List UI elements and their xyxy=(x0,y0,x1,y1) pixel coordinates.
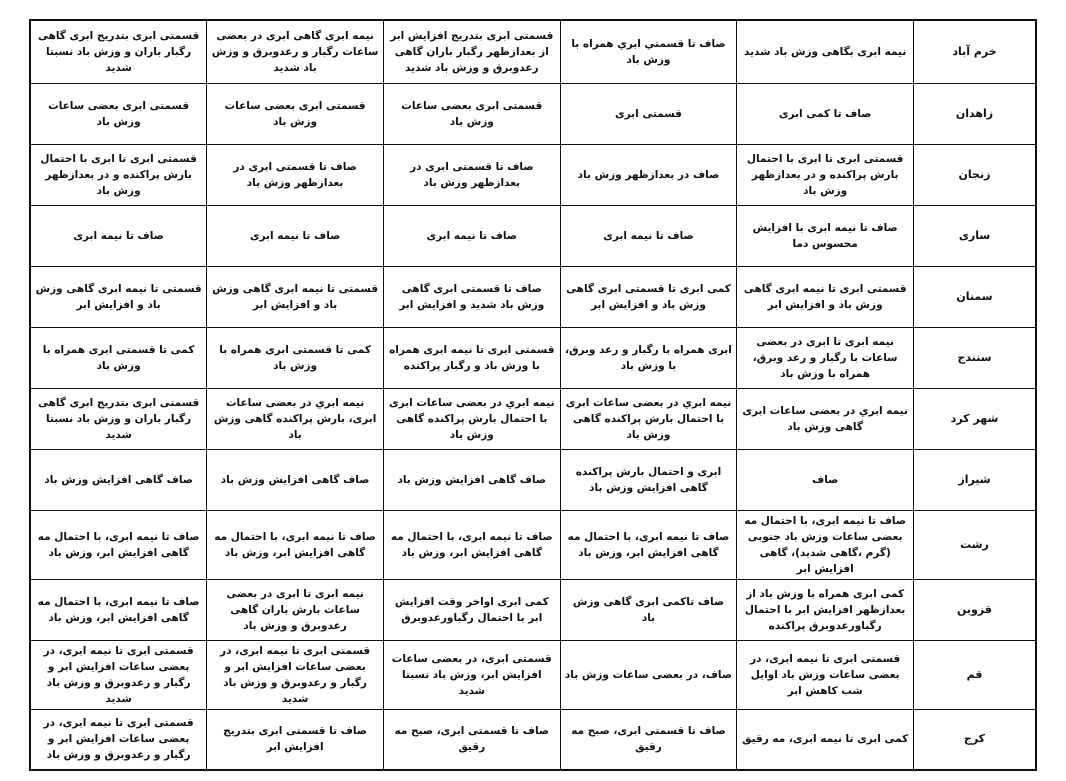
table-row: قزوین کمی ابری همراه با وزش باد از بعدازظ… xyxy=(29,578,1037,641)
forecast-cell: ابری و احتمال بارش پراکنده گاهی افزایش و… xyxy=(559,448,738,511)
forecast-cell: قسمتی ابری تا نیمه ابری همراه با وزش باد… xyxy=(382,326,561,389)
forecast-cell: کمی ابری تا نیمه ابری، مه رقیق xyxy=(736,708,914,771)
forecast-cell: قسمتی ابری بتدریج افزایش ابر از بعدازظهر… xyxy=(382,19,561,84)
city-cell: سمنان xyxy=(913,265,1037,328)
forecast-cell: صاف تا قسمتی ابری گاهی وزش باد شدید و اف… xyxy=(382,265,561,328)
forecast-cell: نیمه ابری گاهی ابری در بعضی ساعات رگبار … xyxy=(206,19,384,84)
forecast-cell: صاف تا نیمه ابری، با احتمال مه گاهی افزا… xyxy=(559,509,738,580)
weather-forecast-table: خرم آباد نیمه ابری بگاهی وزش باد شدید صاف … xyxy=(29,19,1037,771)
forecast-cell: ابری همراه با رگبار و رعد وبرق، با وزش ب… xyxy=(559,326,738,389)
forecast-cell: کمی ابری همراه با وزش باد از بعدازظهر اف… xyxy=(736,578,914,641)
forecast-cell: قسمتی ابری تا ابری با احتمال بارش پراکند… xyxy=(29,143,208,206)
forecast-cell: قسمتی ابری، در بعضی ساعات افزایش ابر، وز… xyxy=(382,639,561,710)
forecast-cell: صاف تا نیمه ابری، با احتمال مه بعضی ساعا… xyxy=(736,509,914,580)
forecast-cell: قسمتی ابری تا نیمه ابری، در بعضی ساعات ا… xyxy=(206,639,384,710)
forecast-cell: نیمه ابري در بعضی ساعات ابری با احتمال ب… xyxy=(382,387,561,450)
table-row: خرم آباد نیمه ابری بگاهی وزش باد شدید صاف … xyxy=(29,19,1037,84)
forecast-cell: قسمتی ابری بتدریج ابری گاهی رگبار باران … xyxy=(29,19,208,84)
forecast-cell: صاف تاکمی ابری گاهی وزش باد xyxy=(559,578,738,641)
city-cell: کرج xyxy=(913,708,1037,771)
table-row: سمنان قسمتی ابری تا نیمه ابری گاهی وزش با… xyxy=(29,265,1037,328)
forecast-cell: صاف تا نیمه ابری، با احتمال مه گاهی افزا… xyxy=(29,509,208,580)
city-cell: زنجان xyxy=(913,143,1037,206)
forecast-cell: کمی تا قسمتی ابری همراه با وزش باد xyxy=(206,326,384,389)
forecast-cell: کمی تا قسمتی ابری همراه با وزش باد xyxy=(29,326,208,389)
forecast-cell: قسمتی ابری تا نیمه ابری، در بعضی ساعات و… xyxy=(736,639,914,710)
forecast-cell: قسمتی تا نیمه ابری گاهی وزش باد و افزایش… xyxy=(206,265,384,328)
city-cell: قم xyxy=(913,639,1037,710)
forecast-cell: نیمه ابری تا ابری در بعضی ساعات با رگبار… xyxy=(736,326,914,389)
forecast-cell: صاف تا نیمه ابری، با احتمال مه گاهی افزا… xyxy=(29,578,208,641)
forecast-cell: صاف تا نیمه ابری با افزایش محسوس دما xyxy=(736,204,914,267)
forecast-cell: نیمه ابري در بعضی ساعات ابری با احتمال ب… xyxy=(559,387,738,450)
forecast-cell: قسمتی تا نیمه ابری گاهی وزش باد و افزایش… xyxy=(29,265,208,328)
forecast-cell: نیمه ابری بگاهی وزش باد شدید xyxy=(736,19,914,84)
forecast-cell: نیمه ابري در بعضی ساعات ابری گاهی وزش با… xyxy=(736,387,914,450)
forecast-cell: صاف تا نیمه ابری، با احتمال مه گاهی افزا… xyxy=(382,509,561,580)
forecast-cell: قسمتی ابری بعضی ساعات وزش باد xyxy=(206,82,384,145)
forecast-cell: صاف تا قسمتی ابری، صبح مه رقیق xyxy=(382,708,561,771)
forecast-cell: قسمتی ابری تا نیمه ابری، در بعضی ساعات ا… xyxy=(29,708,208,771)
forecast-cell: صاف تا نیمه ابری xyxy=(206,204,384,267)
city-cell: شهر کرد xyxy=(913,387,1037,450)
forecast-cell: کمی ابری اواخر وقت افزایش ابر با احتمال … xyxy=(382,578,561,641)
forecast-cell: قسمتی ابری بعضی ساعات وزش باد xyxy=(29,82,208,145)
city-cell: زاهدان xyxy=(913,82,1037,145)
forecast-cell: قسمتی ابری تا نیمه ابری گاهی وزش باد و ا… xyxy=(736,265,914,328)
table-row: سنندج نیمه ابری تا ابری در بعضی ساعات با … xyxy=(29,326,1037,389)
forecast-cell: نیمه ابری تا ابری در بعضی ساعات بارش بار… xyxy=(206,578,384,641)
forecast-cell: صاف تا قسمتی ابری، صبح مه رقیق xyxy=(559,708,738,771)
forecast-cell: صاف تا قسمتی ابری در بعدازظهر وزش باد xyxy=(206,143,384,206)
table-row: کرج کمی ابری تا نیمه ابری، مه رقیق صاف تا … xyxy=(29,708,1037,771)
table-row: رشت صاف تا نیمه ابری، با احتمال مه بعضی س… xyxy=(29,509,1037,580)
table-row: ساری صاف تا نیمه ابری با افزایش محسوس دما… xyxy=(29,204,1037,267)
table-row: شیراز صاف ابری و احتمال بارش پراکنده گاهی … xyxy=(29,448,1037,511)
forecast-cell: صاف xyxy=(736,448,914,511)
forecast-cell: صاف تا نیمه ابری xyxy=(382,204,561,267)
forecast-cell: صاف، در بعضی ساعات وزش باد xyxy=(559,639,738,710)
city-cell: رشت xyxy=(913,509,1037,580)
city-cell: خرم آباد xyxy=(913,19,1037,84)
forecast-cell: صاف گاهی افزایش وزش باد xyxy=(206,448,384,511)
forecast-cell: صاف تا نیمه ابری xyxy=(559,204,738,267)
forecast-cell: صاف تا قسمتی ابری بتدریج افزایش ابر xyxy=(206,708,384,771)
forecast-cell: صاف تا کمی ابری xyxy=(736,82,914,145)
table-row: زنجان قسمتی ابری تا ابری با احتمال بارش پ… xyxy=(29,143,1037,206)
table-body: خرم آباد نیمه ابری بگاهی وزش باد شدید صاف … xyxy=(29,19,1037,771)
forecast-cell: کمی ابری تا قسمتی ابری گاهی وزش باد و اف… xyxy=(559,265,738,328)
table-row: قم قسمتی ابری تا نیمه ابری، در بعضی ساعات… xyxy=(29,639,1037,710)
forecast-cell: صاف در بعدازظهر وزش باد xyxy=(559,143,738,206)
table-row: زاهدان صاف تا کمی ابری قسمتی ابری قسمتی ابر… xyxy=(29,82,1037,145)
forecast-cell: صاف تا قسمتي ابري همراه با وزش باد xyxy=(559,19,738,84)
forecast-cell: صاف تا نیمه ابری، با احتمال مه گاهی افزا… xyxy=(206,509,384,580)
forecast-cell: قسمتی ابری xyxy=(559,82,738,145)
forecast-cell: قسمتی ابری تا نیمه ابری، در بعضی ساعات ا… xyxy=(29,639,208,710)
forecast-cell: صاف گاهی افزایش وزش باد xyxy=(382,448,561,511)
forecast-cell: قسمتی ابری بتدریج ابری گاهی رگبار باران … xyxy=(29,387,208,450)
forecast-cell: قسمتی ابری بعضی ساعات وزش باد xyxy=(382,82,561,145)
forecast-cell: صاف گاهی افزایش وزش باد xyxy=(29,448,208,511)
table-row: شهر کرد نیمه ابري در بعضی ساعات ابری گاهی… xyxy=(29,387,1037,450)
forecast-cell: صاف تا قسمتی ابری در بعدازظهر وزش باد xyxy=(382,143,561,206)
forecast-cell: قسمتی ابری تا ابری با احتمال بارش پراکند… xyxy=(736,143,914,206)
city-cell: قزوین xyxy=(913,578,1037,641)
city-cell: سنندج xyxy=(913,326,1037,389)
forecast-cell: صاف تا نیمه ابری xyxy=(29,204,208,267)
city-cell: ساری xyxy=(913,204,1037,267)
forecast-cell: نیمه ابري در بعضی ساعات ابری، بارش پراکن… xyxy=(206,387,384,450)
city-cell: شیراز xyxy=(913,448,1037,511)
